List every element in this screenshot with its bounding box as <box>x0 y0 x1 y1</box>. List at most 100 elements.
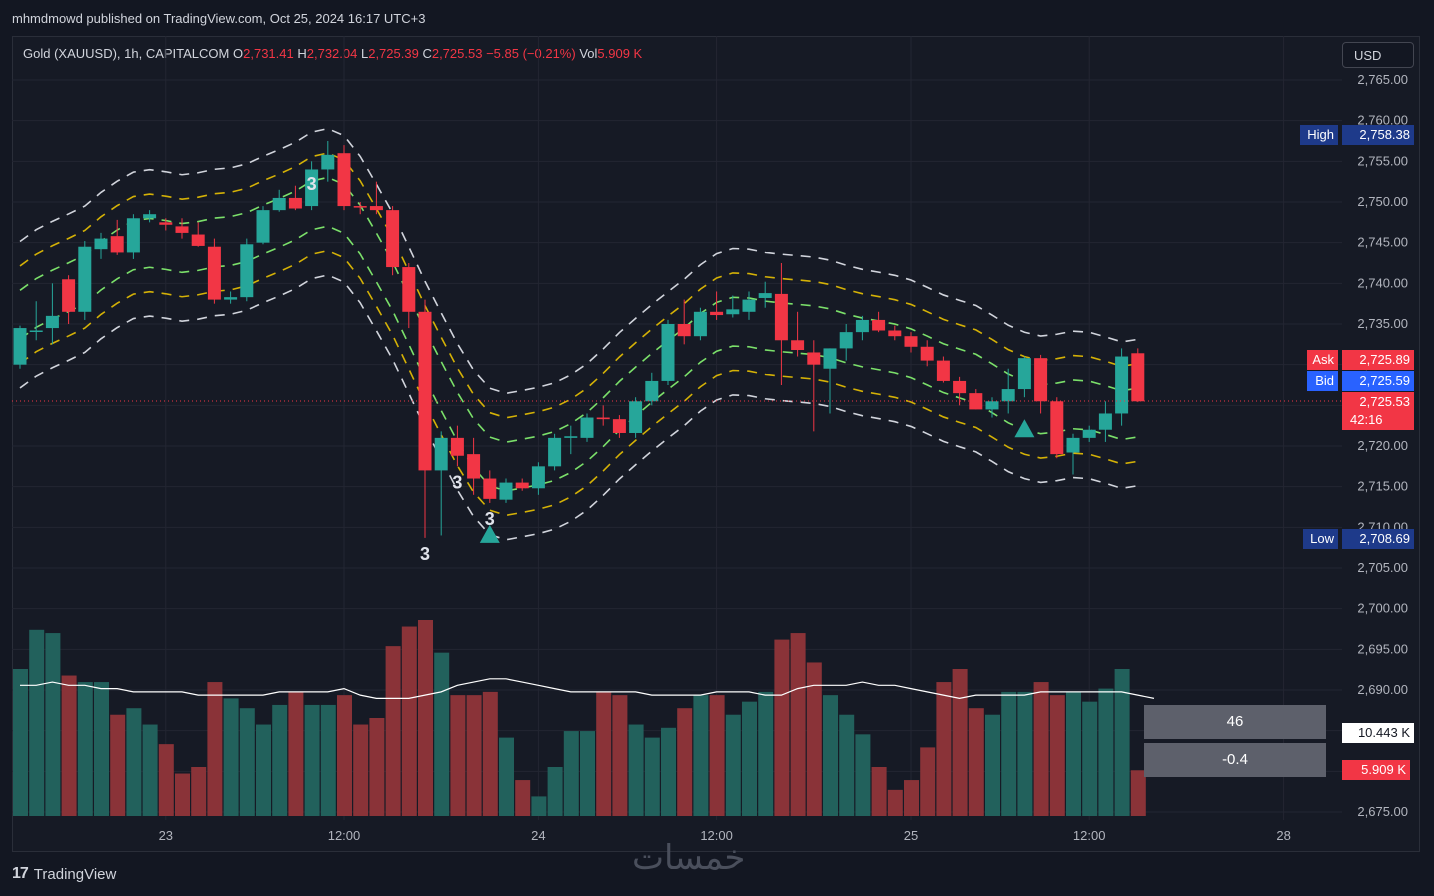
volume-bar <box>855 734 871 816</box>
envelope-band <box>19 152 1138 419</box>
stat-box-1: 46 <box>1144 705 1326 739</box>
volume-bar <box>191 767 207 816</box>
volume-bar <box>1001 691 1017 816</box>
candle-body <box>823 348 837 369</box>
candle-body <box>936 360 950 381</box>
candle-body <box>807 352 821 365</box>
x-tick-label: 25 <box>904 828 918 843</box>
candle-body <box>531 466 545 489</box>
candle-body <box>1050 401 1064 455</box>
candle-body <box>94 238 108 250</box>
y-tick-label: 2,760.00 <box>1357 113 1408 128</box>
candle-body <box>661 324 675 381</box>
candle-body <box>499 482 513 500</box>
currency-button[interactable]: USD <box>1342 42 1414 68</box>
volume-bar <box>337 695 352 816</box>
candle-body <box>839 332 853 349</box>
candle-body <box>483 478 497 499</box>
low-tag-label: Low <box>1303 529 1338 549</box>
ask-tag-value: 2,725.89 <box>1342 350 1414 370</box>
candle-body <box>78 246 92 312</box>
y-tick-label: 2,695.00 <box>1357 641 1408 656</box>
candle-body <box>45 315 59 329</box>
volume-bar <box>790 633 806 816</box>
y-tick-label: 2,750.00 <box>1357 194 1408 209</box>
volume-bar <box>693 695 709 816</box>
candle-body <box>126 218 140 253</box>
symbol-legend: Gold (XAUUSD), 1h, CAPITALCOM O2,731.41 … <box>23 46 642 61</box>
volume-bar <box>742 701 757 816</box>
candle-body <box>224 297 238 300</box>
volume-bar <box>13 669 28 816</box>
volume-bar <box>596 691 612 816</box>
candle-body <box>645 380 659 402</box>
candle-body <box>272 197 286 211</box>
volume-bar <box>839 714 855 816</box>
footer-brand[interactable]: 17 TradingView <box>12 865 116 883</box>
volume-bar <box>1017 691 1033 816</box>
volume-bar <box>110 714 126 816</box>
candle-body <box>1082 429 1096 438</box>
volume-bar <box>920 747 936 816</box>
close-value: 2,725.53 <box>431 46 483 61</box>
candle-body <box>143 214 157 219</box>
candle-body <box>402 267 416 312</box>
change-value: −5.85 (−0.21%) <box>486 46 576 61</box>
x-tick-label: 24 <box>531 828 545 843</box>
volume-bar <box>774 639 790 816</box>
y-tick-label: 2,690.00 <box>1357 682 1408 697</box>
candle-body <box>888 330 902 337</box>
candle-body <box>548 437 562 467</box>
triangle-up-marker <box>1014 419 1035 438</box>
signal-number-3: 3 <box>485 509 495 529</box>
low-tag-value: 2,708.69 <box>1342 529 1414 549</box>
high-value: 2,732.04 <box>306 46 358 61</box>
volume-bar <box>466 695 482 816</box>
candle-body <box>710 311 724 316</box>
envelope-band <box>19 249 1138 517</box>
ask-tag-label: Ask <box>1307 350 1338 370</box>
volume-label: Vol <box>579 46 598 61</box>
volume-bar <box>256 724 271 816</box>
candle-body <box>985 401 999 410</box>
candle-body <box>904 336 918 347</box>
candle-body <box>515 482 529 489</box>
candle-body <box>321 154 335 170</box>
y-tick-label: 2,765.00 <box>1357 72 1408 87</box>
candle-body <box>920 346 934 361</box>
volume-bar <box>887 789 903 816</box>
volume-bar <box>628 724 644 816</box>
candle-body <box>1131 353 1145 402</box>
candle-body <box>353 206 367 208</box>
volume-bar <box>401 626 417 816</box>
volume-bar <box>563 731 579 816</box>
candle-body <box>693 311 707 337</box>
y-tick-label: 2,720.00 <box>1357 438 1408 453</box>
tradingview-logo-icon: 17 <box>12 865 29 882</box>
high-label: H <box>297 46 307 61</box>
candle-body <box>369 206 383 211</box>
publish-info: mhmdmowd published on TradingView.com, O… <box>12 11 426 26</box>
volume-bar <box>547 767 563 816</box>
watermark-text: خمسات <box>632 838 746 878</box>
x-tick-label: 12:00 <box>328 828 361 843</box>
volume-bar <box>904 780 919 816</box>
candle-body <box>13 328 27 365</box>
volume-bar <box>1049 695 1065 816</box>
candle-body <box>1098 413 1112 430</box>
volume-bar <box>871 767 887 816</box>
volume-bar <box>418 620 433 816</box>
candle-body <box>175 226 189 233</box>
volume-bar <box>709 695 725 816</box>
candle-body <box>288 197 302 209</box>
open-label: O <box>233 46 244 61</box>
volume-bar <box>353 724 369 816</box>
volume-last-tag: 5.909 K <box>1342 760 1410 780</box>
candle-body <box>612 419 626 433</box>
volume-bar <box>677 708 693 816</box>
candle-body <box>1001 389 1015 402</box>
y-tick-label: 2,675.00 <box>1357 804 1408 819</box>
volume-bar <box>175 773 190 816</box>
y-tick-label: 2,705.00 <box>1357 560 1408 575</box>
